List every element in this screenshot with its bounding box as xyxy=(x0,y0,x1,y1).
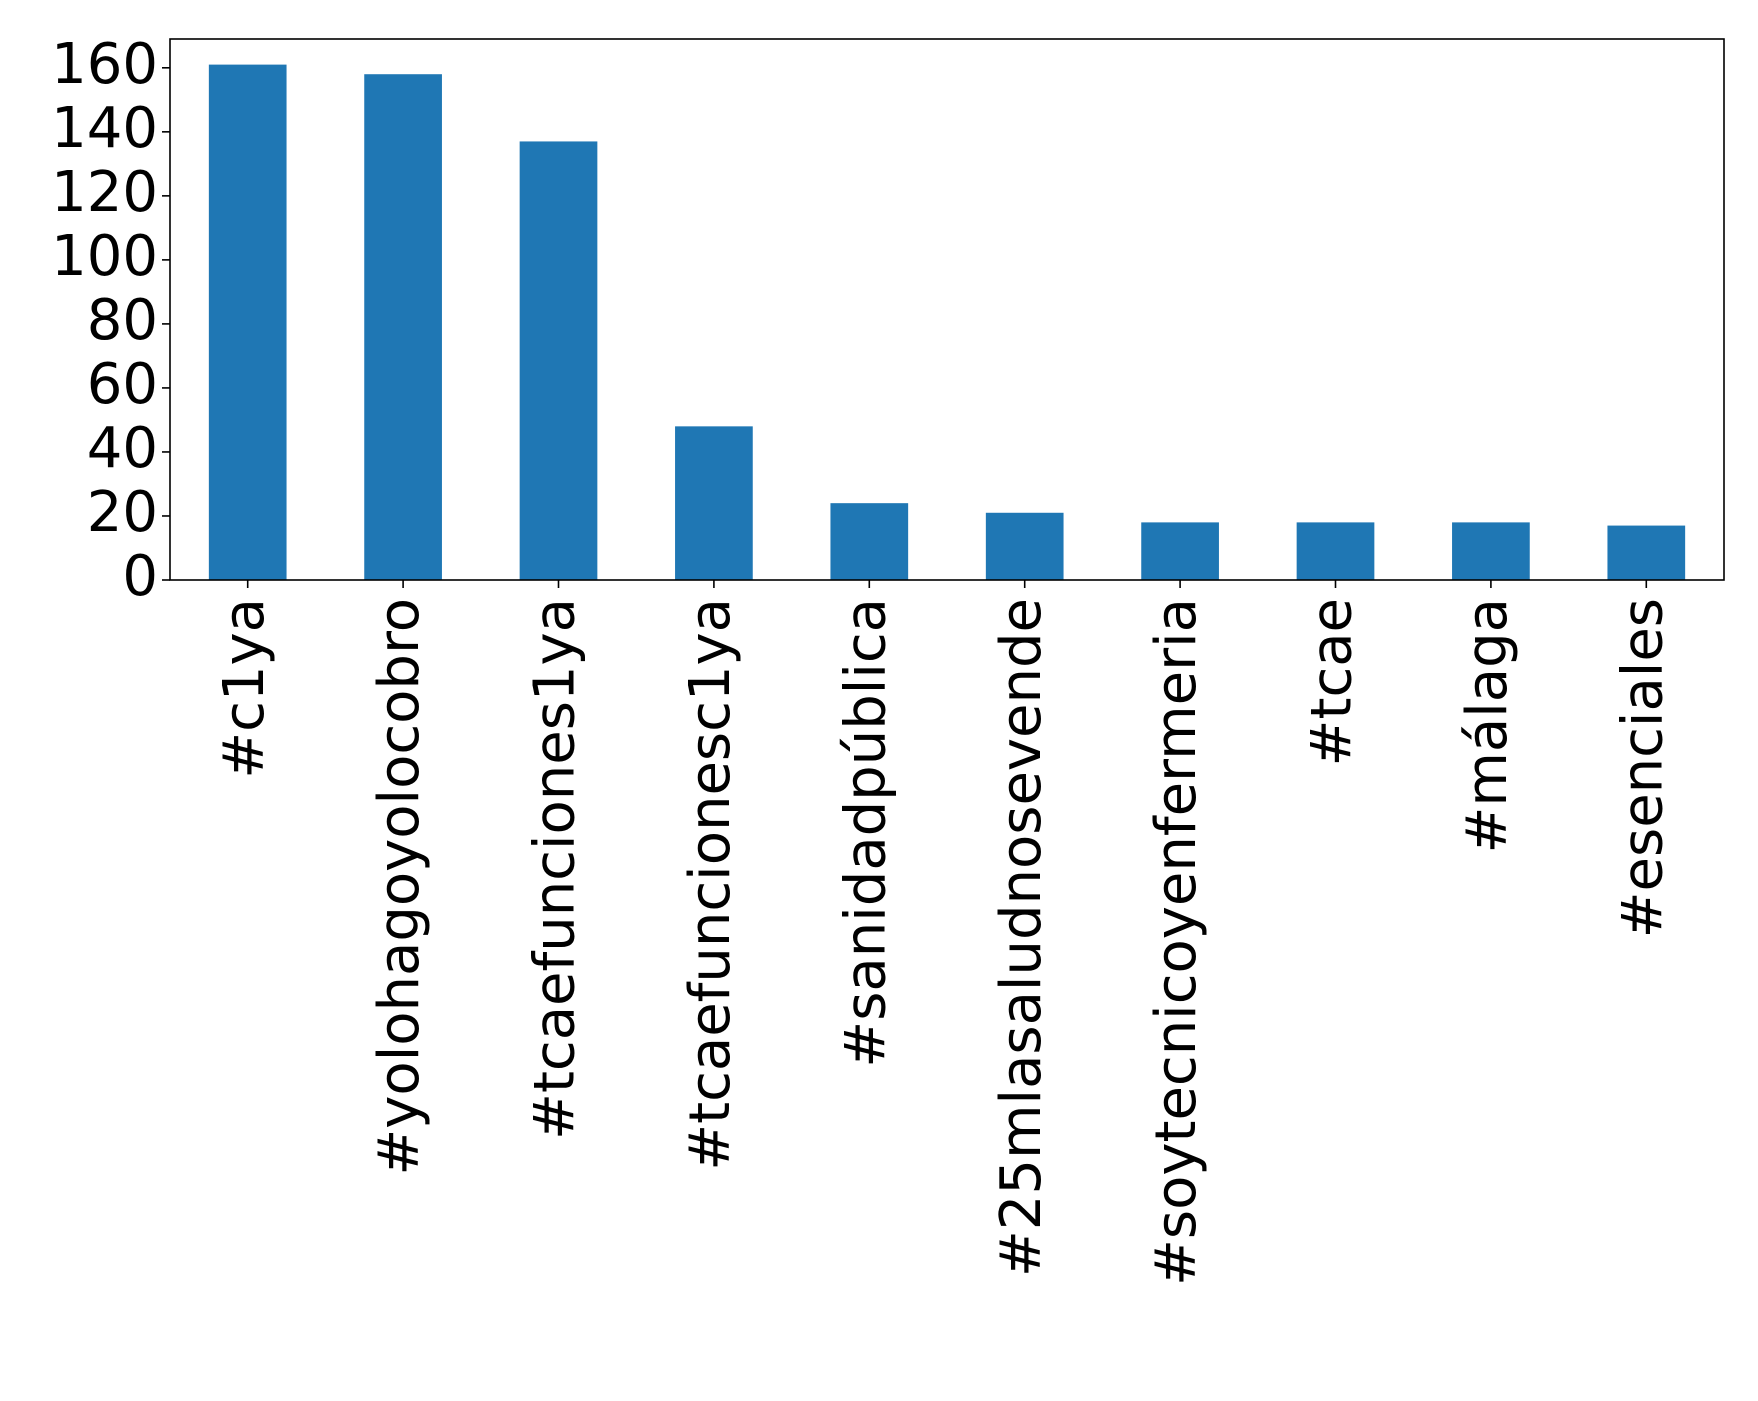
x-tick-label-1: #yolohagoyolocobro xyxy=(367,598,432,1176)
y-tick-label-3: 60 xyxy=(87,352,158,417)
x-tick-label-7: #tcae xyxy=(1300,598,1365,766)
y-tick-label-8: 160 xyxy=(51,32,158,97)
x-tick-label-4: #sanidadpública xyxy=(833,598,898,1068)
x-tick-label-9: #esenciales xyxy=(1610,598,1675,938)
bar-6 xyxy=(1141,522,1219,580)
x-tick-label-8: #málaga xyxy=(1455,598,1520,854)
x-tick-label-2: #tcaefunciones1ya xyxy=(523,598,588,1140)
bar-9 xyxy=(1607,525,1686,580)
y-tick-label-1: 20 xyxy=(87,480,158,545)
bars-layer xyxy=(208,64,1686,581)
bar-5 xyxy=(985,512,1064,580)
bar-7 xyxy=(1296,522,1375,580)
bar-8 xyxy=(1452,522,1530,580)
bar-2 xyxy=(519,141,598,580)
y-tick-label-6: 120 xyxy=(51,160,158,225)
y-tick-label-5: 100 xyxy=(51,224,158,289)
x-tick-label-3: #tcaefuncionesc1ya xyxy=(678,598,743,1171)
y-tick-label-0: 0 xyxy=(122,544,158,609)
y-tick-label-7: 140 xyxy=(51,96,158,161)
plot-frame xyxy=(169,38,1725,581)
y-tick-label-2: 40 xyxy=(87,416,158,481)
x-tick-label-6: #soytecnicoyenfermeria xyxy=(1144,598,1209,1286)
bar-3 xyxy=(675,426,753,580)
x-axis: #c1ya #yolohagoyolocobro #tcaefunciones1ya… xyxy=(212,580,1675,1286)
bar-4 xyxy=(830,503,909,580)
x-tick-label-0: #c1ya xyxy=(212,598,277,779)
bar-1 xyxy=(364,74,442,581)
y-tick-label-4: 80 xyxy=(87,288,158,353)
bar-0 xyxy=(208,64,287,580)
x-tick-label-5: #25mlasaludnosevende xyxy=(989,598,1054,1277)
